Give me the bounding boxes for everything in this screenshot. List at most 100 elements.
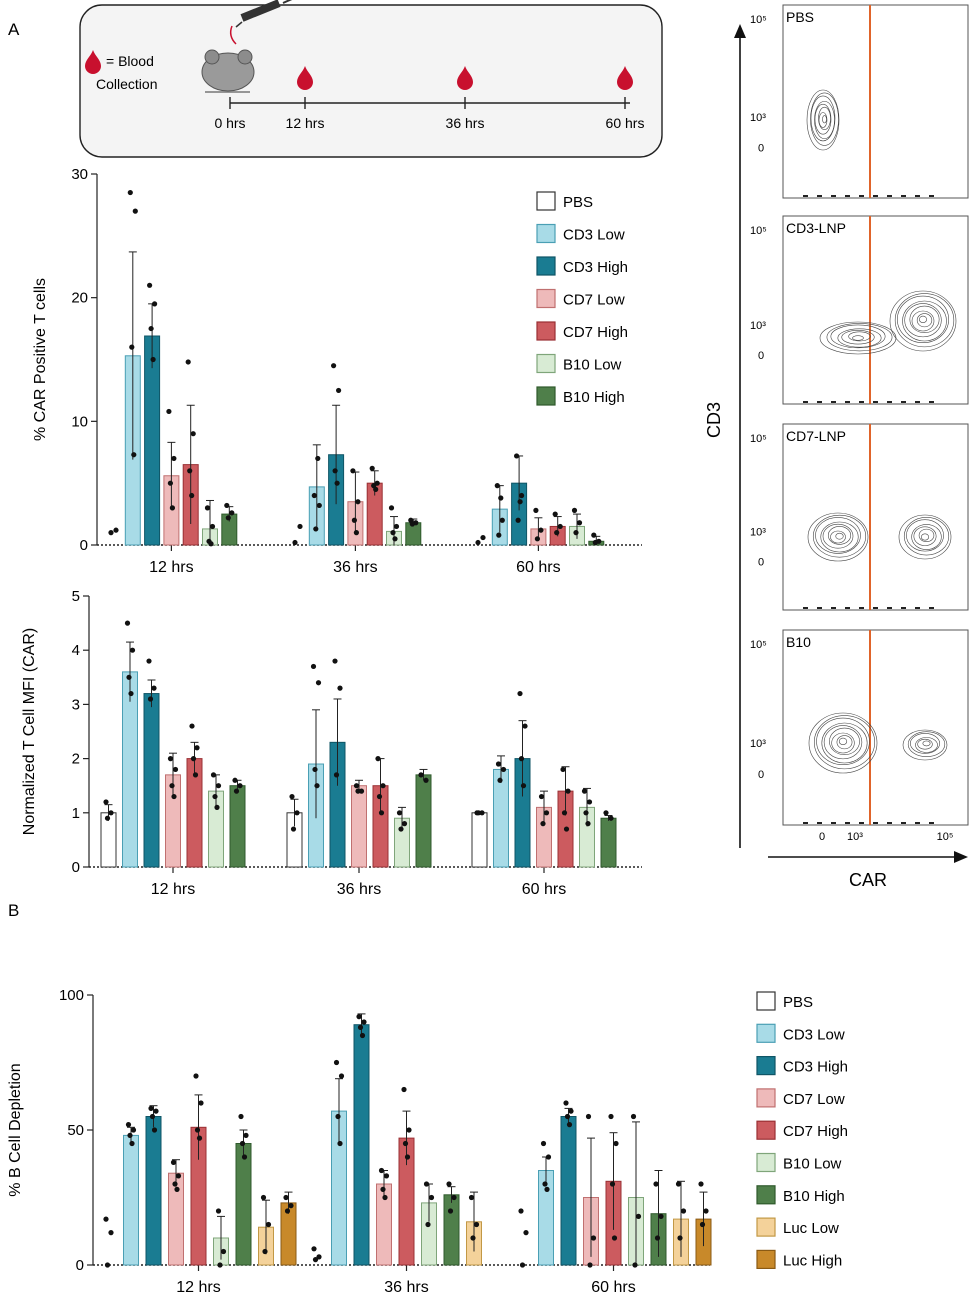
data-point bbox=[564, 1113, 571, 1120]
legend-label: CD3 Low bbox=[563, 227, 625, 244]
data-point bbox=[585, 1113, 592, 1120]
data-point bbox=[353, 530, 359, 536]
contour-line bbox=[818, 106, 831, 130]
y-tick-label: 10 bbox=[71, 413, 88, 430]
contour-line bbox=[836, 735, 853, 750]
contour-line bbox=[889, 290, 957, 352]
x-tick-label: 12 hrs bbox=[176, 1279, 220, 1296]
data-point bbox=[127, 1132, 133, 1138]
bar-b10-high bbox=[415, 774, 432, 868]
data-point bbox=[396, 810, 403, 816]
data-point bbox=[522, 723, 528, 729]
data-point bbox=[229, 510, 235, 516]
data-point bbox=[215, 1208, 222, 1214]
contour-line bbox=[837, 328, 882, 348]
timeline-box bbox=[79, 4, 663, 158]
data-point bbox=[498, 495, 504, 501]
timeline-schematic: = Blood Collection 0 hrs 12 hrs 36 hrs 60 h… bbox=[79, 0, 663, 158]
flow-x-tick-label: 10⁵ bbox=[937, 831, 954, 843]
data-point bbox=[540, 821, 546, 827]
legend-swatch bbox=[756, 1055, 776, 1076]
contour-line bbox=[814, 100, 835, 140]
contour-line bbox=[894, 293, 955, 348]
data-point bbox=[565, 788, 571, 794]
data-point bbox=[337, 685, 343, 691]
data-point bbox=[517, 499, 523, 505]
data-point bbox=[190, 756, 197, 762]
flow-y-axis-label: CD3 bbox=[704, 402, 724, 438]
data-point bbox=[473, 1221, 480, 1228]
flow-cytometry-panel: CD3 CAR PBS 10⁵ 10³ 0 CD3-LNP 10⁵ 10³ 0 CD7-LNP 10⁵… bbox=[704, 4, 969, 890]
data-point bbox=[220, 1248, 227, 1255]
data-point bbox=[635, 1213, 642, 1219]
flow-plot-frame bbox=[782, 423, 969, 611]
timeline-time-label: 60 hrs bbox=[606, 115, 645, 131]
y-tick-label: 4 bbox=[72, 642, 80, 659]
flow-y-tick-label: 10³ bbox=[750, 320, 766, 332]
contour-line bbox=[831, 732, 855, 754]
legend-label: CD3 High bbox=[783, 1059, 848, 1076]
contour-line bbox=[826, 323, 893, 352]
blood-drop-icon bbox=[457, 66, 473, 90]
data-point bbox=[190, 431, 196, 437]
y-axis-label: % CAR Positive T cells bbox=[32, 278, 49, 441]
data-point bbox=[103, 1216, 109, 1222]
data-point bbox=[129, 647, 136, 653]
legend-swatch bbox=[536, 288, 556, 309]
data-point bbox=[611, 1235, 618, 1241]
bar-cd7-low bbox=[351, 785, 367, 868]
contour-line bbox=[918, 528, 935, 542]
data-point bbox=[586, 799, 593, 805]
data-point bbox=[475, 810, 482, 816]
panel-a-label: A bbox=[8, 20, 20, 39]
contour-line bbox=[821, 722, 868, 764]
data-point bbox=[311, 492, 317, 499]
contour-line bbox=[835, 532, 844, 540]
timeline-time-label: 0 hrs bbox=[214, 115, 245, 131]
data-point bbox=[520, 783, 527, 789]
contour-line bbox=[917, 738, 933, 750]
flow-y-tick-label: 0 bbox=[758, 143, 764, 155]
bar-cd3-high bbox=[143, 693, 160, 868]
contour-line bbox=[909, 305, 940, 334]
data-point bbox=[603, 810, 609, 816]
contour-line bbox=[806, 89, 840, 151]
contour-line bbox=[814, 103, 832, 135]
data-point bbox=[172, 766, 179, 773]
data-point bbox=[609, 1181, 616, 1187]
data-point bbox=[333, 1059, 340, 1066]
data-point bbox=[312, 766, 318, 773]
data-point bbox=[404, 1154, 411, 1160]
data-point bbox=[313, 526, 319, 532]
flow-plot-b10: B10 10⁵ 10³ 0 bbox=[750, 629, 969, 826]
flow-plot-frame bbox=[782, 629, 969, 826]
data-point bbox=[480, 534, 486, 541]
data-point bbox=[560, 766, 566, 773]
legend-swatch bbox=[756, 1120, 776, 1140]
data-point bbox=[375, 756, 381, 762]
data-point bbox=[185, 359, 191, 365]
data-point bbox=[316, 1254, 322, 1260]
flow-y-tick-label: 0 bbox=[758, 556, 764, 568]
contour-line bbox=[910, 733, 940, 754]
data-point bbox=[373, 486, 379, 492]
data-point bbox=[194, 1127, 201, 1133]
flow-plot-pbs: PBS 10⁵ 10³ 0 bbox=[750, 4, 969, 199]
data-point bbox=[108, 810, 114, 816]
y-tick-label: 50 bbox=[67, 1122, 84, 1139]
legend-label: B10 High bbox=[563, 389, 625, 406]
data-point bbox=[113, 527, 119, 533]
legend-swatch bbox=[756, 1185, 776, 1205]
contour-line bbox=[907, 731, 946, 758]
data-point bbox=[590, 1235, 597, 1241]
data-point bbox=[334, 480, 340, 486]
contour-line bbox=[815, 517, 861, 554]
blood-drop-icon bbox=[297, 66, 313, 90]
data-point bbox=[127, 189, 133, 196]
data-point bbox=[698, 1181, 704, 1187]
data-point bbox=[446, 1181, 452, 1187]
data-point bbox=[265, 1221, 272, 1228]
flow-y-tick-label: 0 bbox=[758, 350, 764, 362]
data-point bbox=[359, 1032, 366, 1039]
contour-line bbox=[830, 530, 846, 544]
